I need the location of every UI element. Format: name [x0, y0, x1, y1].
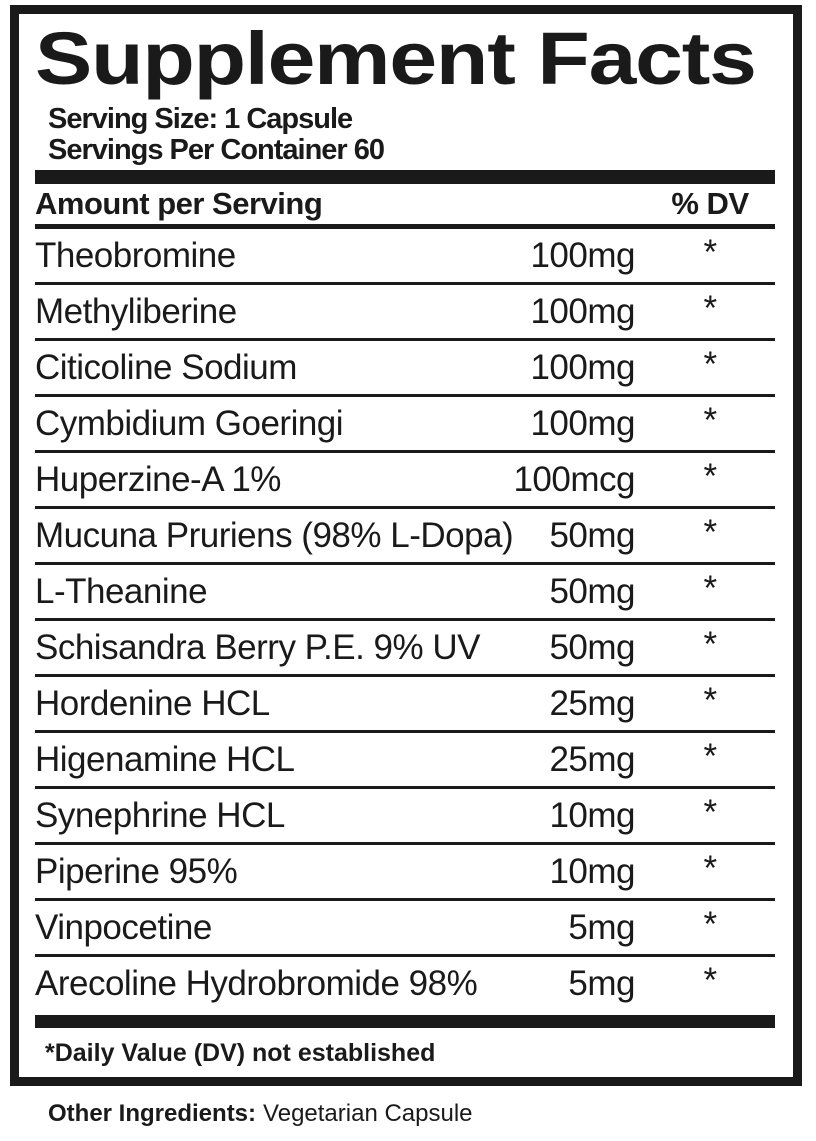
ingredient-name: Schisandra Berry P.E. 9% UV	[35, 627, 480, 667]
ingredient-amount: 25mg	[549, 739, 635, 779]
ingredient-amount: 100mcg	[513, 459, 635, 499]
ingredient-dv: *	[703, 793, 717, 832]
ingredient-amount: 100mg	[530, 403, 635, 443]
ingredient-amount: 10mg	[549, 795, 635, 835]
ingredient-name: Theobromine	[35, 235, 236, 275]
ingredient-dv: *	[703, 457, 717, 496]
ingredient-dv: *	[703, 737, 717, 776]
ingredient-row: Mucuna Pruriens (98% L-Dopa) 50mg *	[35, 509, 775, 565]
other-ingredients-label: Other Ingredients:	[48, 1100, 257, 1127]
ingredient-row: Hordenine HCL 25mg *	[35, 677, 775, 733]
ingredient-name: Mucuna Pruriens (98% L-Dopa)	[35, 515, 514, 555]
amount-per-serving-header: Amount per Serving	[35, 186, 323, 221]
ingredient-dv: *	[703, 513, 717, 552]
ingredient-name: Higenamine HCL	[35, 739, 295, 779]
ingredient-dv: *	[703, 233, 717, 272]
ingredient-row: Citicoline Sodium 100mg *	[35, 341, 775, 397]
serving-size: Serving Size: 1 Capsule	[48, 103, 353, 135]
ingredient-dv: *	[703, 401, 717, 440]
ingredient-row: Schisandra Berry P.E. 9% UV 50mg *	[35, 621, 775, 677]
ingredient-name: Methyliberine	[35, 291, 237, 331]
ingredient-dv: *	[703, 289, 717, 328]
divider-thick-top	[35, 170, 775, 184]
divider-thick-bottom	[35, 1015, 775, 1028]
ingredient-rows: Theobromine 100mg * Methyliberine 100mg …	[35, 229, 775, 1010]
ingredient-amount: 100mg	[530, 347, 635, 387]
ingredient-row: Methyliberine 100mg *	[35, 285, 775, 341]
ingredient-row: Cymbidium Goeringi 100mg *	[35, 397, 775, 453]
header-underline	[35, 224, 775, 229]
ingredient-amount: 100mg	[530, 235, 635, 275]
ingredient-amount: 100mg	[530, 291, 635, 331]
ingredient-name: Citicoline Sodium	[35, 347, 297, 387]
ingredient-dv: *	[703, 345, 717, 384]
ingredient-row: Vinpocetine 5mg *	[35, 901, 775, 957]
ingredient-name: Synephrine HCL	[35, 795, 285, 835]
ingredient-amount: 10mg	[549, 851, 635, 891]
ingredient-name: Huperzine-A 1%	[35, 459, 281, 499]
ingredient-amount: 50mg	[549, 515, 635, 555]
ingredient-name: Hordenine HCL	[35, 683, 270, 723]
facts-box: Supplement Facts Serving Size: 1 Capsule…	[10, 5, 802, 1086]
ingredient-amount: 5mg	[568, 907, 635, 947]
ingredient-row: L-Theanine 50mg *	[35, 565, 775, 621]
percent-dv-header: % DV	[671, 186, 749, 221]
ingredient-name: Cymbidium Goeringi	[35, 403, 344, 443]
ingredient-dv: *	[703, 961, 717, 1000]
other-ingredients-value: Vegetarian Capsule	[263, 1100, 473, 1127]
dv-footnote: *Daily Value (DV) not established	[45, 1039, 436, 1067]
ingredient-amount: 50mg	[549, 627, 635, 667]
label-title: Supplement Facts	[35, 17, 757, 100]
ingredient-dv: *	[703, 905, 717, 944]
ingredient-name: Arecoline Hydrobromide 98%	[35, 963, 478, 1003]
ingredient-row: Higenamine HCL 25mg *	[35, 733, 775, 789]
ingredient-name: Piperine 95%	[35, 851, 238, 891]
ingredient-row: Huperzine-A 1% 100mcg *	[35, 453, 775, 509]
ingredient-dv: *	[703, 849, 717, 888]
ingredient-name: Vinpocetine	[35, 907, 212, 947]
ingredient-dv: *	[703, 681, 717, 720]
ingredient-dv: *	[703, 569, 717, 608]
ingredient-row: Piperine 95% 10mg *	[35, 845, 775, 901]
ingredient-row: Synephrine HCL 10mg *	[35, 789, 775, 845]
ingredient-amount: 50mg	[549, 571, 635, 611]
other-ingredients: Other Ingredients: Vegetarian Capsule	[48, 1100, 473, 1128]
table-header: Amount per Serving % DV	[35, 184, 775, 224]
ingredient-name: L-Theanine	[35, 571, 208, 611]
ingredient-dv: *	[703, 625, 717, 664]
ingredient-row: Arecoline Hydrobromide 98% 5mg *	[35, 957, 775, 1010]
ingredient-amount: 5mg	[568, 963, 635, 1003]
ingredient-amount: 25mg	[549, 683, 635, 723]
serving-info: Serving Size: 1 Capsule Servings Per Con…	[48, 104, 775, 166]
servings-per-container: Servings Per Container 60	[48, 134, 385, 166]
ingredient-row: Theobromine 100mg *	[35, 229, 775, 285]
